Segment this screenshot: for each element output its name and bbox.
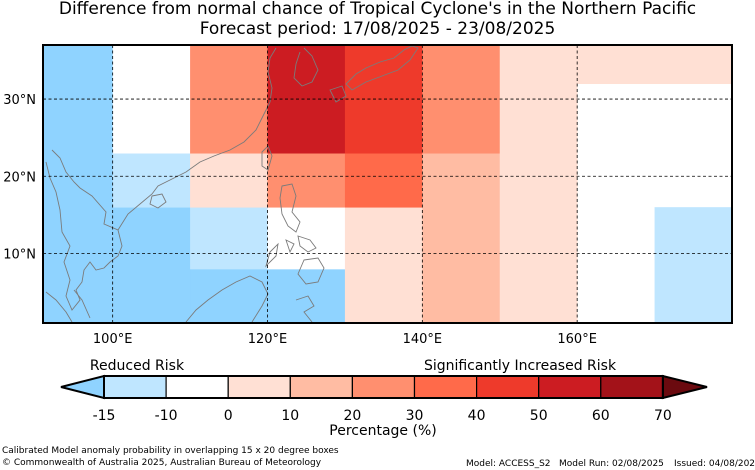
anomaly-cell-1	[112, 207, 191, 324]
colorbar-tick-labels: -15 -10 0 10 20 30 40 50 60 70	[93, 408, 672, 424]
graticule	[43, 45, 732, 323]
colorbar-tick-label: 60	[592, 408, 610, 424]
colorbar-tick-label: 30	[406, 408, 424, 424]
colorbar-segment	[103, 375, 167, 399]
anomaly-cell-7	[190, 45, 268, 154]
lon-tick-label: 140°E	[403, 332, 443, 347]
footer-method-note: Calibrated Model anomaly probability in …	[2, 446, 339, 456]
coastline-indochina	[45, 149, 123, 311]
colorbar	[60, 374, 708, 400]
coastline-visayas	[285, 235, 317, 254]
anomaly-cell-17	[499, 45, 578, 324]
lon-tick-label: 160°E	[557, 332, 597, 347]
coastline-korea	[293, 47, 319, 87]
footer-issued-date: Issued: 04/08/2025	[674, 459, 755, 469]
colorbar-segment	[413, 375, 478, 399]
anomaly-cell-18	[577, 45, 655, 85]
anomaly-cell-15	[422, 153, 501, 324]
lat-tick-label: 10°N	[3, 248, 36, 263]
lat-tick-label: 20°N	[3, 170, 36, 185]
colorbar-segment	[538, 375, 602, 399]
lon-tick-label: 100°E	[93, 332, 133, 347]
colorbar-xlabel: Percentage (%)	[329, 423, 436, 439]
colorbar-segment	[476, 375, 540, 399]
lat-tick-label: 30°N	[3, 93, 36, 108]
coastline-mindanao	[297, 257, 325, 285]
colorbar-tick-label: -15	[93, 408, 116, 424]
colorbar-segment	[600, 375, 664, 399]
colorbar-max-extension	[661, 374, 708, 400]
coastline-sumatra	[45, 291, 73, 323]
anomaly-cell-12	[344, 207, 423, 324]
colorbar-tick-label: 50	[530, 408, 548, 424]
colorbar-tick-label: 20	[343, 408, 361, 424]
coastline-china	[117, 47, 277, 231]
footer-model-run: Model Run: 02/08/2025	[559, 459, 664, 469]
coastline-taiwan	[261, 145, 273, 171]
colorbar-tick-label: 10	[281, 408, 299, 424]
colorbar-segment	[351, 375, 416, 399]
colorbar-segment	[165, 375, 229, 399]
lon-tick-label: 120°E	[248, 332, 288, 347]
map-axis-labels: 100°E 120°E 140°E 160°E 30°N 20°N 10°N	[3, 93, 597, 347]
anomaly-cell-3	[112, 45, 191, 154]
colorbar-min-extension	[60, 374, 105, 400]
footer-copyright: © Commonwealth of Australia 2025, Austra…	[2, 458, 322, 468]
colorbar-tick-label: 0	[224, 408, 233, 424]
coastline-luzon	[279, 183, 301, 233]
anomaly-cell-11	[267, 45, 346, 154]
colorbar-segment	[289, 375, 353, 399]
colorbar-outline	[103, 375, 664, 399]
colorbar-tick-label: 40	[468, 408, 486, 424]
anomaly-cell-5	[190, 207, 268, 270]
coastline-hainan	[149, 193, 167, 209]
colorbar-segment	[227, 375, 291, 399]
coastlines	[45, 45, 419, 323]
colorbar-tick-label: -10	[155, 408, 178, 424]
map-frame	[42, 44, 733, 324]
coastline-sulawesi	[295, 295, 315, 323]
legend-left-label: Reduced Risk	[90, 358, 185, 374]
anomaly-cells	[43, 45, 733, 324]
anomaly-cell-10	[267, 153, 346, 208]
anomaly-cell-9	[267, 207, 346, 270]
anomaly-cell-13	[344, 153, 423, 208]
anomaly-cell-0	[43, 45, 114, 324]
coastline-borneo	[185, 275, 269, 323]
coastline-japan	[345, 45, 419, 91]
anomaly-cell-6	[190, 153, 268, 208]
anomaly-cell-19	[654, 45, 733, 85]
coastline-gulf-thailand	[73, 289, 91, 319]
colorbar-tick-label: 70	[654, 408, 672, 424]
anomaly-cell-20	[654, 207, 733, 324]
footer-model: Model: ACCESS_S2	[466, 459, 551, 469]
coastline-kyushu	[329, 85, 347, 103]
legend-right-label: Significantly Increased Risk	[424, 358, 617, 374]
forecast-period-subtitle: Forecast period: 17/08/2025 - 23/08/2025	[199, 19, 556, 39]
map-title: Difference from normal chance of Tropica…	[58, 0, 697, 19]
